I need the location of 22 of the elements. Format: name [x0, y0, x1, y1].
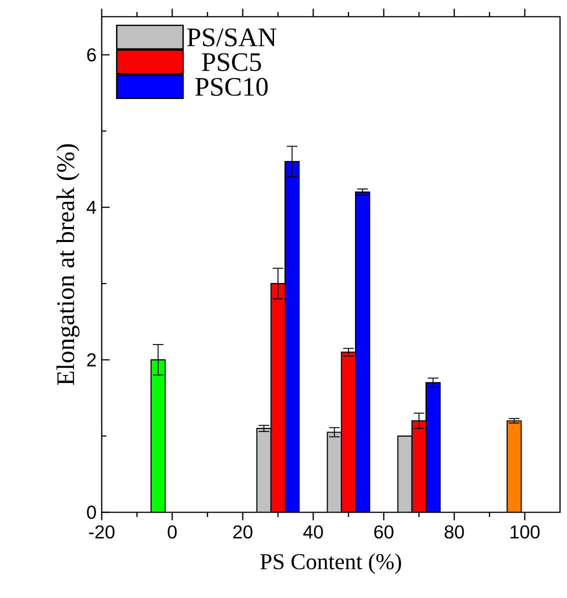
bar: [426, 382, 441, 512]
x-tick-label: 100: [510, 525, 540, 539]
bar: [256, 428, 272, 512]
y-tick-label: 6: [87, 48, 96, 62]
legend-label: PS/SAN: [187, 28, 276, 46]
x-tick-label: 80: [444, 525, 464, 539]
y-axis-title: Elongation at break (%): [56, 144, 80, 386]
x-tick-label: 60: [374, 525, 394, 539]
x-axis-title: PS Content (%): [260, 553, 402, 574]
x-tick-label: 40: [303, 525, 323, 539]
bar: [397, 436, 412, 512]
x-tick-label: -20: [89, 525, 114, 539]
bar: [355, 192, 370, 512]
y-tick-label: 4: [86, 200, 96, 214]
bar: [284, 161, 300, 512]
x-tick-label: 0: [168, 525, 177, 539]
y-tick-label: 2: [87, 353, 96, 366]
legend-label: PSC5: [202, 53, 261, 72]
bar: [326, 432, 342, 512]
x-tick-label: 20: [233, 525, 252, 539]
legend-label: PSC10: [195, 78, 268, 96]
y-tick-label: 0: [87, 506, 96, 519]
